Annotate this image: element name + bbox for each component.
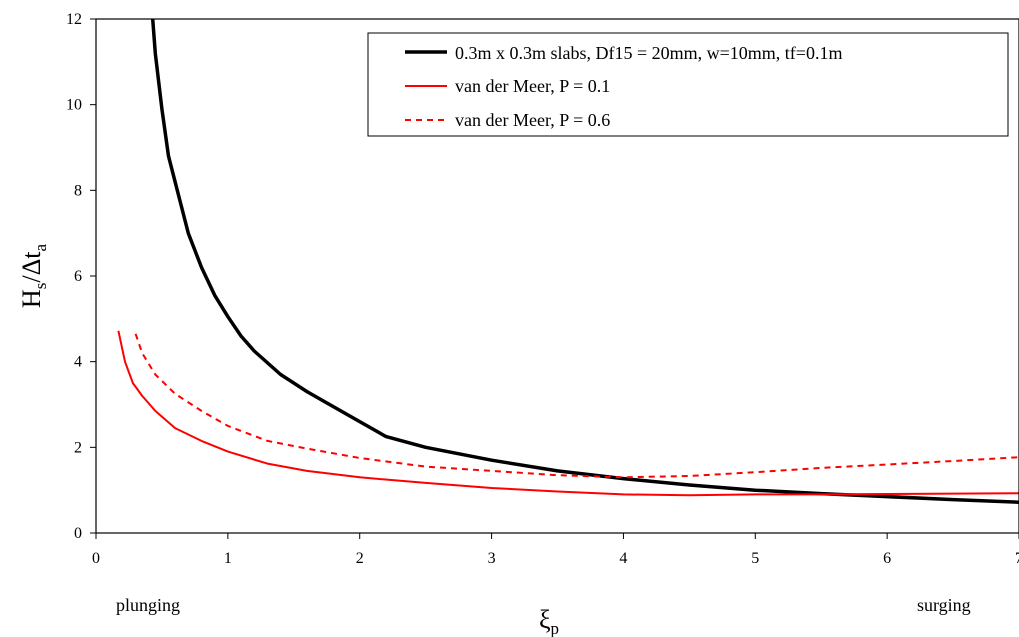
- plot-area-frame: [95, 18, 1019, 534]
- series-layer: [117, 18, 1019, 504]
- x-axis-title: ξp: [539, 605, 559, 637]
- y-axis-title-delta-t: /Δt: [17, 251, 46, 283]
- x-axis-ticks: 0 1 2 3 4 5 6 7: [92, 533, 1019, 567]
- x-tick-label-4: 4: [619, 550, 627, 567]
- x-tick-label-5: 5: [751, 550, 759, 567]
- legend: 0.3m x 0.3m slabs, Df15 = 20mm, w=10mm, …: [367, 32, 1009, 137]
- y-axis-ticks: 0 2 4 6 8 10 12: [66, 11, 96, 542]
- x-axis-title-main: ξ: [539, 605, 551, 634]
- legend-box: [367, 32, 1009, 137]
- legend-label-vdm-p01: van der Meer, P = 0.1: [455, 76, 610, 96]
- y-axis-title-h: H: [17, 289, 46, 308]
- legend-label-slabs: 0.3m x 0.3m slabs, Df15 = 20mm, w=10mm, …: [455, 43, 842, 63]
- y-axis-title-sub-a: a: [31, 243, 50, 251]
- x-tick-label-3: 3: [488, 550, 496, 567]
- series-line-slabs: [150, 18, 1019, 504]
- y-tick-label-12: 12: [66, 11, 82, 28]
- series-line-vdm-p06: [134, 333, 1019, 479]
- x-axis-title-subscript: p: [551, 619, 560, 637]
- x-tick-label-7: 7: [1015, 550, 1019, 567]
- y-tick-label-8: 8: [74, 182, 82, 199]
- y-tick-label-10: 10: [66, 97, 82, 114]
- legend-label-vdm-p06: van der Meer, P = 0.6: [455, 110, 610, 130]
- y-tick-label-2: 2: [74, 439, 82, 456]
- series-line-vdm-p01: [117, 330, 1019, 497]
- x-tick-label-6: 6: [883, 550, 891, 567]
- y-tick-label-6: 6: [74, 268, 82, 285]
- x-tick-label-0: 0: [92, 550, 100, 567]
- plunging-annotation: plunging: [116, 595, 180, 615]
- y-axis-title: Hs/Δta: [17, 243, 50, 308]
- x-tick-label-1: 1: [224, 550, 232, 567]
- surging-annotation: surging: [917, 595, 971, 615]
- y-tick-label-4: 4: [74, 354, 82, 371]
- x-tick-label-2: 2: [356, 550, 364, 567]
- y-axis-title-sub-s: s: [31, 283, 50, 290]
- y-tick-label-0: 0: [74, 525, 82, 542]
